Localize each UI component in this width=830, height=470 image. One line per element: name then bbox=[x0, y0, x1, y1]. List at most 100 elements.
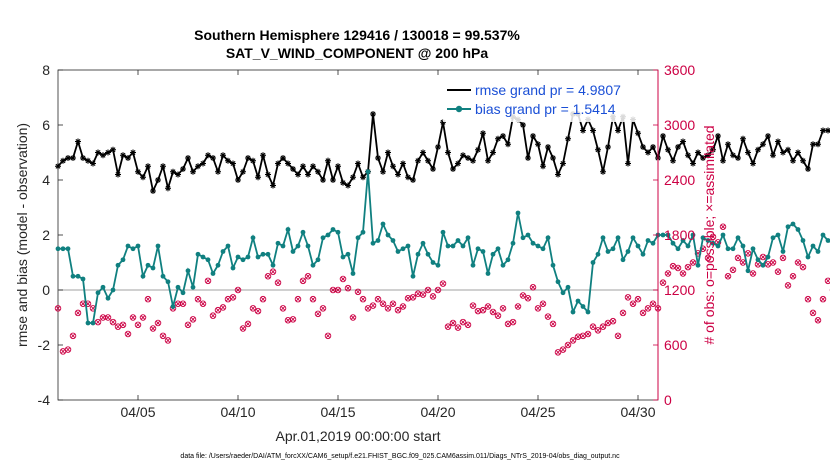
bias-point bbox=[590, 260, 596, 265]
bias-point bbox=[80, 276, 86, 282]
rmse-point bbox=[555, 171, 561, 178]
bias-point bbox=[575, 298, 581, 304]
obs-point bbox=[644, 305, 652, 312]
obs-point bbox=[339, 275, 347, 283]
rmse-point bbox=[635, 130, 641, 137]
bias-point bbox=[245, 254, 251, 260]
rmse-point bbox=[225, 157, 231, 164]
legend-box bbox=[443, 80, 653, 122]
bias-point bbox=[140, 273, 146, 279]
bias-point bbox=[565, 284, 571, 290]
bias-point bbox=[475, 246, 481, 252]
bias-point bbox=[480, 249, 486, 254]
bias-point bbox=[535, 243, 541, 249]
bias-point bbox=[300, 229, 306, 235]
bias-point bbox=[195, 251, 201, 257]
rmse-point bbox=[285, 160, 291, 167]
bias-point bbox=[325, 232, 331, 238]
bias-point bbox=[350, 271, 356, 276]
bias-point bbox=[715, 243, 721, 249]
obs-point bbox=[289, 316, 297, 323]
obs-point bbox=[744, 250, 752, 257]
rmse-point bbox=[580, 127, 586, 134]
bias-point bbox=[85, 320, 91, 326]
bias-point bbox=[165, 279, 171, 285]
obs-point bbox=[564, 341, 572, 349]
y-axis-right-label: # of obs: o=possible; ×=assimilated bbox=[701, 125, 717, 344]
obs-point bbox=[804, 295, 812, 303]
rmse-point bbox=[130, 149, 136, 156]
obs-point bbox=[649, 300, 657, 308]
obs-point bbox=[824, 277, 830, 285]
rmse-point bbox=[55, 163, 61, 170]
obs-point bbox=[229, 294, 237, 301]
obs-point bbox=[569, 337, 577, 344]
obs-point bbox=[284, 317, 292, 324]
bias-point bbox=[445, 243, 451, 249]
legend: rmse grand pr = 4.9807 bias grand pr = 1… bbox=[443, 80, 653, 122]
right-y-axis: 0 600 1200 1800 2400 3000 3600 bbox=[653, 62, 695, 408]
bias-point bbox=[320, 235, 326, 241]
obs-point bbox=[334, 286, 342, 294]
bias-point bbox=[115, 262, 121, 268]
obs-point bbox=[54, 305, 62, 312]
bias-point bbox=[730, 246, 736, 252]
obs-point bbox=[384, 305, 392, 312]
rmse-point bbox=[725, 141, 731, 148]
bias-point bbox=[610, 246, 616, 252]
obs-point bbox=[794, 259, 802, 266]
rmse-point bbox=[715, 133, 721, 139]
rmse-point bbox=[355, 160, 361, 167]
obs-point bbox=[559, 346, 567, 353]
rmse-point bbox=[720, 157, 726, 164]
obs-point bbox=[544, 313, 552, 320]
bias-point bbox=[315, 257, 321, 263]
rmse-point bbox=[280, 155, 286, 161]
rmse-point bbox=[750, 160, 756, 167]
rmse-point bbox=[370, 111, 376, 117]
bias-point bbox=[770, 235, 776, 241]
bias-point bbox=[755, 257, 761, 263]
obs-point bbox=[584, 330, 592, 338]
obs-point bbox=[524, 295, 532, 302]
rmse-point bbox=[800, 157, 806, 164]
rmse-point bbox=[410, 177, 416, 183]
obs-point bbox=[759, 253, 767, 261]
bias-point bbox=[180, 290, 186, 296]
bias-point bbox=[415, 251, 421, 257]
plot-area bbox=[54, 69, 830, 401]
bias-point bbox=[705, 238, 711, 243]
bias-point bbox=[275, 240, 281, 246]
bias-point bbox=[510, 240, 516, 246]
rmse-point bbox=[760, 141, 766, 148]
obs-point bbox=[609, 317, 617, 325]
obs-point bbox=[799, 263, 807, 271]
bias-series bbox=[55, 169, 830, 326]
obs-point bbox=[749, 270, 757, 277]
obs-point bbox=[274, 279, 282, 286]
obs-point bbox=[599, 323, 607, 330]
bias-point bbox=[420, 240, 426, 246]
chart-subtitle: SAT_V_WIND_COMPONENT @ 200 hPa bbox=[226, 45, 489, 61]
obs-point bbox=[434, 286, 442, 294]
bias-point bbox=[270, 262, 276, 268]
bias-point bbox=[375, 238, 381, 243]
bias-point bbox=[720, 232, 726, 238]
obs-point bbox=[204, 277, 212, 285]
rmse-point bbox=[115, 171, 121, 178]
rmse-point bbox=[330, 177, 336, 183]
obs-point bbox=[549, 320, 557, 328]
bias-point bbox=[120, 257, 126, 263]
bias-point bbox=[760, 262, 766, 268]
rmse-point bbox=[755, 146, 761, 153]
bias-point bbox=[700, 235, 706, 241]
bias-point bbox=[305, 243, 311, 249]
obs-point bbox=[199, 300, 207, 308]
rmse-point bbox=[480, 130, 486, 137]
obs-point bbox=[659, 279, 667, 286]
bias-point bbox=[430, 260, 436, 265]
bias-point bbox=[125, 243, 131, 249]
obs-point bbox=[219, 304, 227, 311]
obs-point bbox=[389, 300, 397, 308]
rmse-point bbox=[615, 127, 621, 134]
